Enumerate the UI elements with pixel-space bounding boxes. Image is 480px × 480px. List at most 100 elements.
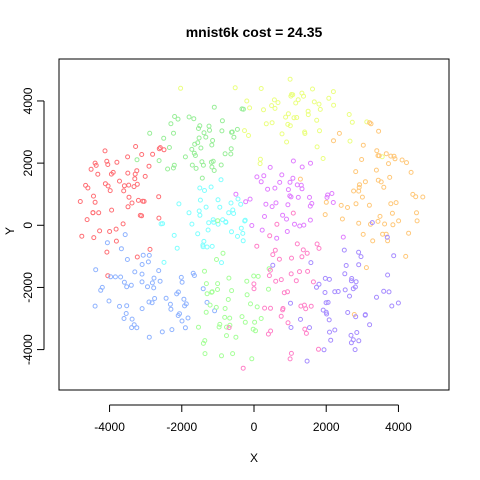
data-point: [299, 164, 305, 170]
data-point: [285, 289, 290, 295]
data-point: [239, 314, 245, 320]
data-point: [228, 151, 234, 157]
data-point: [238, 225, 244, 231]
data-point: [211, 219, 217, 225]
data-point: [175, 289, 181, 295]
data-point: [139, 152, 145, 157]
data-point: [351, 188, 357, 194]
data-point: [322, 212, 328, 218]
data-point: [316, 281, 322, 287]
data-point: [92, 199, 98, 205]
data-point: [219, 128, 225, 134]
data-point: [267, 267, 273, 273]
data-point: [179, 279, 185, 285]
data-point: [249, 356, 255, 362]
data-point: [124, 303, 130, 309]
data-point: [356, 220, 362, 226]
data-point: [222, 306, 228, 311]
data-point: [259, 227, 265, 233]
data-point: [218, 177, 224, 183]
data-point: [362, 179, 368, 185]
data-point: [329, 191, 335, 196]
data-point: [161, 135, 167, 141]
data-point: [316, 346, 321, 352]
data-point: [229, 229, 234, 235]
data-point: [287, 123, 293, 129]
data-point: [226, 210, 232, 216]
data-point: [284, 229, 290, 234]
data-point: [204, 299, 210, 305]
data-point: [288, 271, 294, 277]
data-point: [217, 204, 223, 210]
data-point: [139, 306, 145, 312]
data-point: [348, 278, 354, 284]
data-point: [272, 105, 278, 111]
data-point: [255, 273, 261, 279]
data-point: [302, 326, 308, 332]
data-point: [121, 188, 127, 194]
data-point: [368, 121, 374, 127]
data-point: [324, 311, 330, 317]
plot-area-frame: [58, 58, 450, 391]
data-point: [211, 104, 217, 110]
data-point: [123, 311, 129, 316]
data-point: [93, 162, 99, 168]
data-point: [146, 252, 152, 258]
data-point: [209, 243, 215, 249]
data-point: [108, 274, 114, 280]
data-point: [220, 217, 226, 223]
data-point: [131, 322, 137, 328]
data-point: [189, 221, 195, 227]
data-point: [129, 200, 135, 206]
data-point: [232, 85, 238, 91]
data-point: [83, 182, 89, 188]
data-point: [248, 301, 253, 307]
data-point: [235, 196, 241, 202]
data-point: [109, 207, 115, 213]
data-point: [323, 199, 329, 205]
data-point: [360, 231, 366, 237]
data-point: [353, 201, 359, 207]
data-point: [132, 176, 138, 182]
data-point: [353, 279, 359, 285]
data-point: [218, 162, 224, 168]
data-point: [150, 151, 156, 157]
data-point: [314, 241, 320, 247]
data-point: [134, 157, 140, 163]
data-point: [240, 230, 246, 236]
data-point: [300, 247, 306, 253]
data-point: [238, 201, 244, 207]
data-point: [330, 89, 336, 95]
data-point: [332, 327, 338, 333]
data-point: [170, 165, 176, 171]
data-point: [308, 260, 314, 266]
x-tick-label: 0: [251, 420, 258, 434]
data-point: [229, 129, 234, 135]
data-point: [414, 218, 420, 224]
data-point: [147, 130, 153, 136]
data-point: [201, 130, 207, 136]
data-point: [178, 274, 184, 280]
data-point: [293, 100, 299, 106]
data-point: [359, 194, 365, 200]
data-point: [128, 282, 134, 288]
data-point: [169, 327, 175, 333]
data-point: [383, 231, 389, 237]
data-point: [251, 281, 257, 287]
data-point: [198, 145, 204, 151]
data-point: [129, 325, 135, 331]
data-point: [389, 303, 395, 309]
data-point: [320, 307, 326, 313]
data-point: [247, 105, 253, 111]
data-point: [276, 256, 282, 262]
data-point: [125, 204, 131, 210]
data-point: [151, 285, 157, 291]
data-point: [370, 238, 376, 244]
data-point: [182, 154, 188, 160]
data-point: [346, 112, 352, 117]
data-point: [202, 268, 207, 274]
data-point: [171, 130, 176, 136]
data-point: [183, 301, 189, 307]
data-point: [231, 211, 237, 216]
data-point: [122, 232, 128, 238]
